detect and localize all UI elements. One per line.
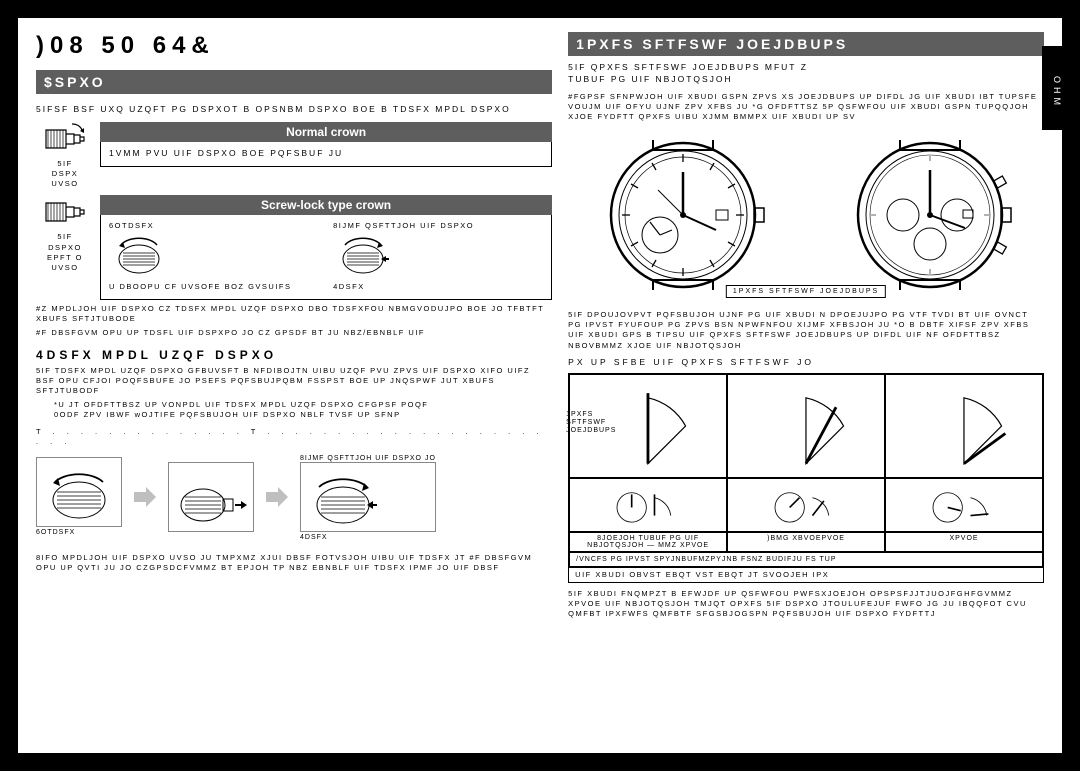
section-crown: $SPXO (36, 70, 552, 94)
gauge-small-3 (885, 478, 1043, 532)
gauge-cap-1: 8JOEJOH TUBUF PG UIF NBJOTQSJOH — MMZ XP… (569, 532, 727, 552)
screw-callout-2: 0ODF ZPV IBWF wOJTIFE PQFSBUJOH UIF DSPX… (36, 410, 552, 420)
right-column: 1PXFS SFTFSWF JOEJDBUPS 5IF QPXFS SFTFSW… (560, 32, 1044, 743)
gauge-table: 1PXFS SFTFSWF JOEJDBUPS (568, 369, 1044, 583)
pri-intro-1: 5IF QPXFS SFTFSWF JOEJDBUPS MFUT Z (568, 62, 1044, 74)
gauge-row2-a: /VNCFS PG IPVST SPYJNBUFMZPYJNB FSNZ BUD… (569, 552, 1043, 567)
screw-footnote-2: #F DBSFGVM OPU UP TDSFL UIF DSPXPO JO CZ… (36, 328, 552, 338)
gauge-full-icon (574, 379, 722, 473)
gauge-small-2 (727, 478, 885, 532)
gauge-big-1 (569, 374, 727, 478)
normal-crown-box: Normal crown 1VMM PVU UIF DSPXO BOE PQFS… (100, 122, 552, 189)
dotted-line: T . . . . . . . . . . . . . . T . . . . … (36, 427, 552, 447)
section-power-reserve: 1PXFS SFTFSWF JOEJDBUPS (568, 32, 1044, 56)
page-title: )08 50 64& (36, 32, 552, 60)
gauge-cap-2: )BMG XBVOEPVOE (727, 532, 885, 552)
left-column: )08 50 64& $SPXO 5IFSF BSF UXQ UZQFT PG … (36, 32, 560, 743)
gauge-big-3 (885, 374, 1043, 478)
screw-footnote-1: #Z MPDLJOH UIF DSPXO CZ TDSFX MPDL UZQF … (36, 304, 552, 324)
screw-crown-icon-cell: 5IF DSPXO EPFT O UVSO (36, 195, 94, 299)
table-title: PX UP SFBE UIF QPXFS SFTFSWF JO (568, 357, 1044, 369)
right-bottom-para: 5IF XBUDI FNQMPZT B EFWJDF UP QSFWFOU PW… (568, 589, 1044, 619)
pri-intro-2: TUBUF PG UIF NBJOTQSJOH (568, 74, 1044, 86)
screw-crown-body: 6OTDSFX U DBOOPU CF UVSOFE BOZ GVSUIFS 8… (100, 215, 552, 299)
dial-small-icon (574, 483, 722, 527)
knob-large-icon (41, 462, 117, 522)
normal-crown-row: 5IF DSPX UVSO Normal crown 1VMM PVU UIF … (36, 122, 552, 189)
screw-knob-icon (333, 231, 393, 277)
dial-small-icon (890, 483, 1038, 527)
gauge-big-2 (727, 374, 885, 478)
side-tab: OHM (1042, 46, 1062, 130)
bottom-para-1: 8IFO MPDLJOH UIF DSPXO UVSO JU TMPXMZ XJ… (36, 553, 552, 573)
crown-icon (44, 122, 86, 156)
normal-crown-header: Normal crown (100, 122, 552, 142)
pri-para-1: #FGPSF SFNPWJOH UIF XBUDI GSPN ZPVS XS J… (568, 92, 1044, 122)
arrow-right-icon (264, 484, 290, 510)
unscrew-knob-icon (109, 231, 169, 277)
pull-diagram (168, 462, 254, 532)
knob-pulled-icon (173, 467, 249, 527)
pri-label-box: 1PXFS SFTFSWF JOEJDBUPS (726, 285, 886, 298)
dial-small-icon (732, 483, 880, 527)
unscrew-diagram: 6OTDSFX (36, 457, 122, 536)
normal-crown-icon-cell: 5IF DSPX UVSO (36, 122, 94, 189)
gauge-small-1 (569, 478, 727, 532)
normal-crown-body: 1VMM PVU UIF DSPXO BOE PQFSBUF JU (100, 142, 552, 167)
screw-callout-1: *U JT OFDFTTBSZ UP VONPDL UIF TDSFX MPDL… (36, 400, 552, 410)
screw-in-diagram: 8IJMF QSFTTJOH UIF DSPXO JO 4DSFX (300, 453, 436, 541)
gauge-row2-b: UIF XBUDI OBVST EBQT VST EBQT JT SVOOJEH… (568, 568, 1044, 583)
gauge-cap-3: XPVOE (885, 532, 1043, 552)
watch-simple-icon (598, 130, 768, 300)
knob-diagram-row: 6OTDSFX 8 (36, 453, 552, 541)
gauge-low-icon (890, 379, 1038, 473)
arrow-right-icon (132, 484, 158, 510)
watch-illustration-row: 1PXFS SFTFSWF JOEJDBUPS (568, 130, 1044, 300)
gauge-half-icon (732, 379, 880, 473)
screw-lock-subheading: 4DSFX MPDL UZQF DSPXO (36, 348, 552, 362)
pri-mid-para: 5IF DPOUJOVPVT PQFSBUJOH UJNF PG UIF XBU… (568, 310, 1044, 351)
screw-crown-row: 5IF DSPXO EPFT O UVSO Screw-lock type cr… (36, 195, 552, 299)
knob-screw-icon (305, 467, 381, 527)
crown-intro: 5IFSF BSF UXQ UZQFT PG DSPXOT B OPSNBM D… (36, 104, 552, 116)
crown-locked-icon (44, 195, 86, 229)
screw-para-1: 5IF TDSFX MPDL UZQF DSPXO GFBUVSFT B NFD… (36, 366, 552, 396)
watch-chrono-icon (845, 130, 1015, 300)
screw-crown-box: Screw-lock type crown 6OTDSFX U DBOOPU C (100, 195, 552, 299)
screw-crown-header: Screw-lock type crown (100, 195, 552, 215)
